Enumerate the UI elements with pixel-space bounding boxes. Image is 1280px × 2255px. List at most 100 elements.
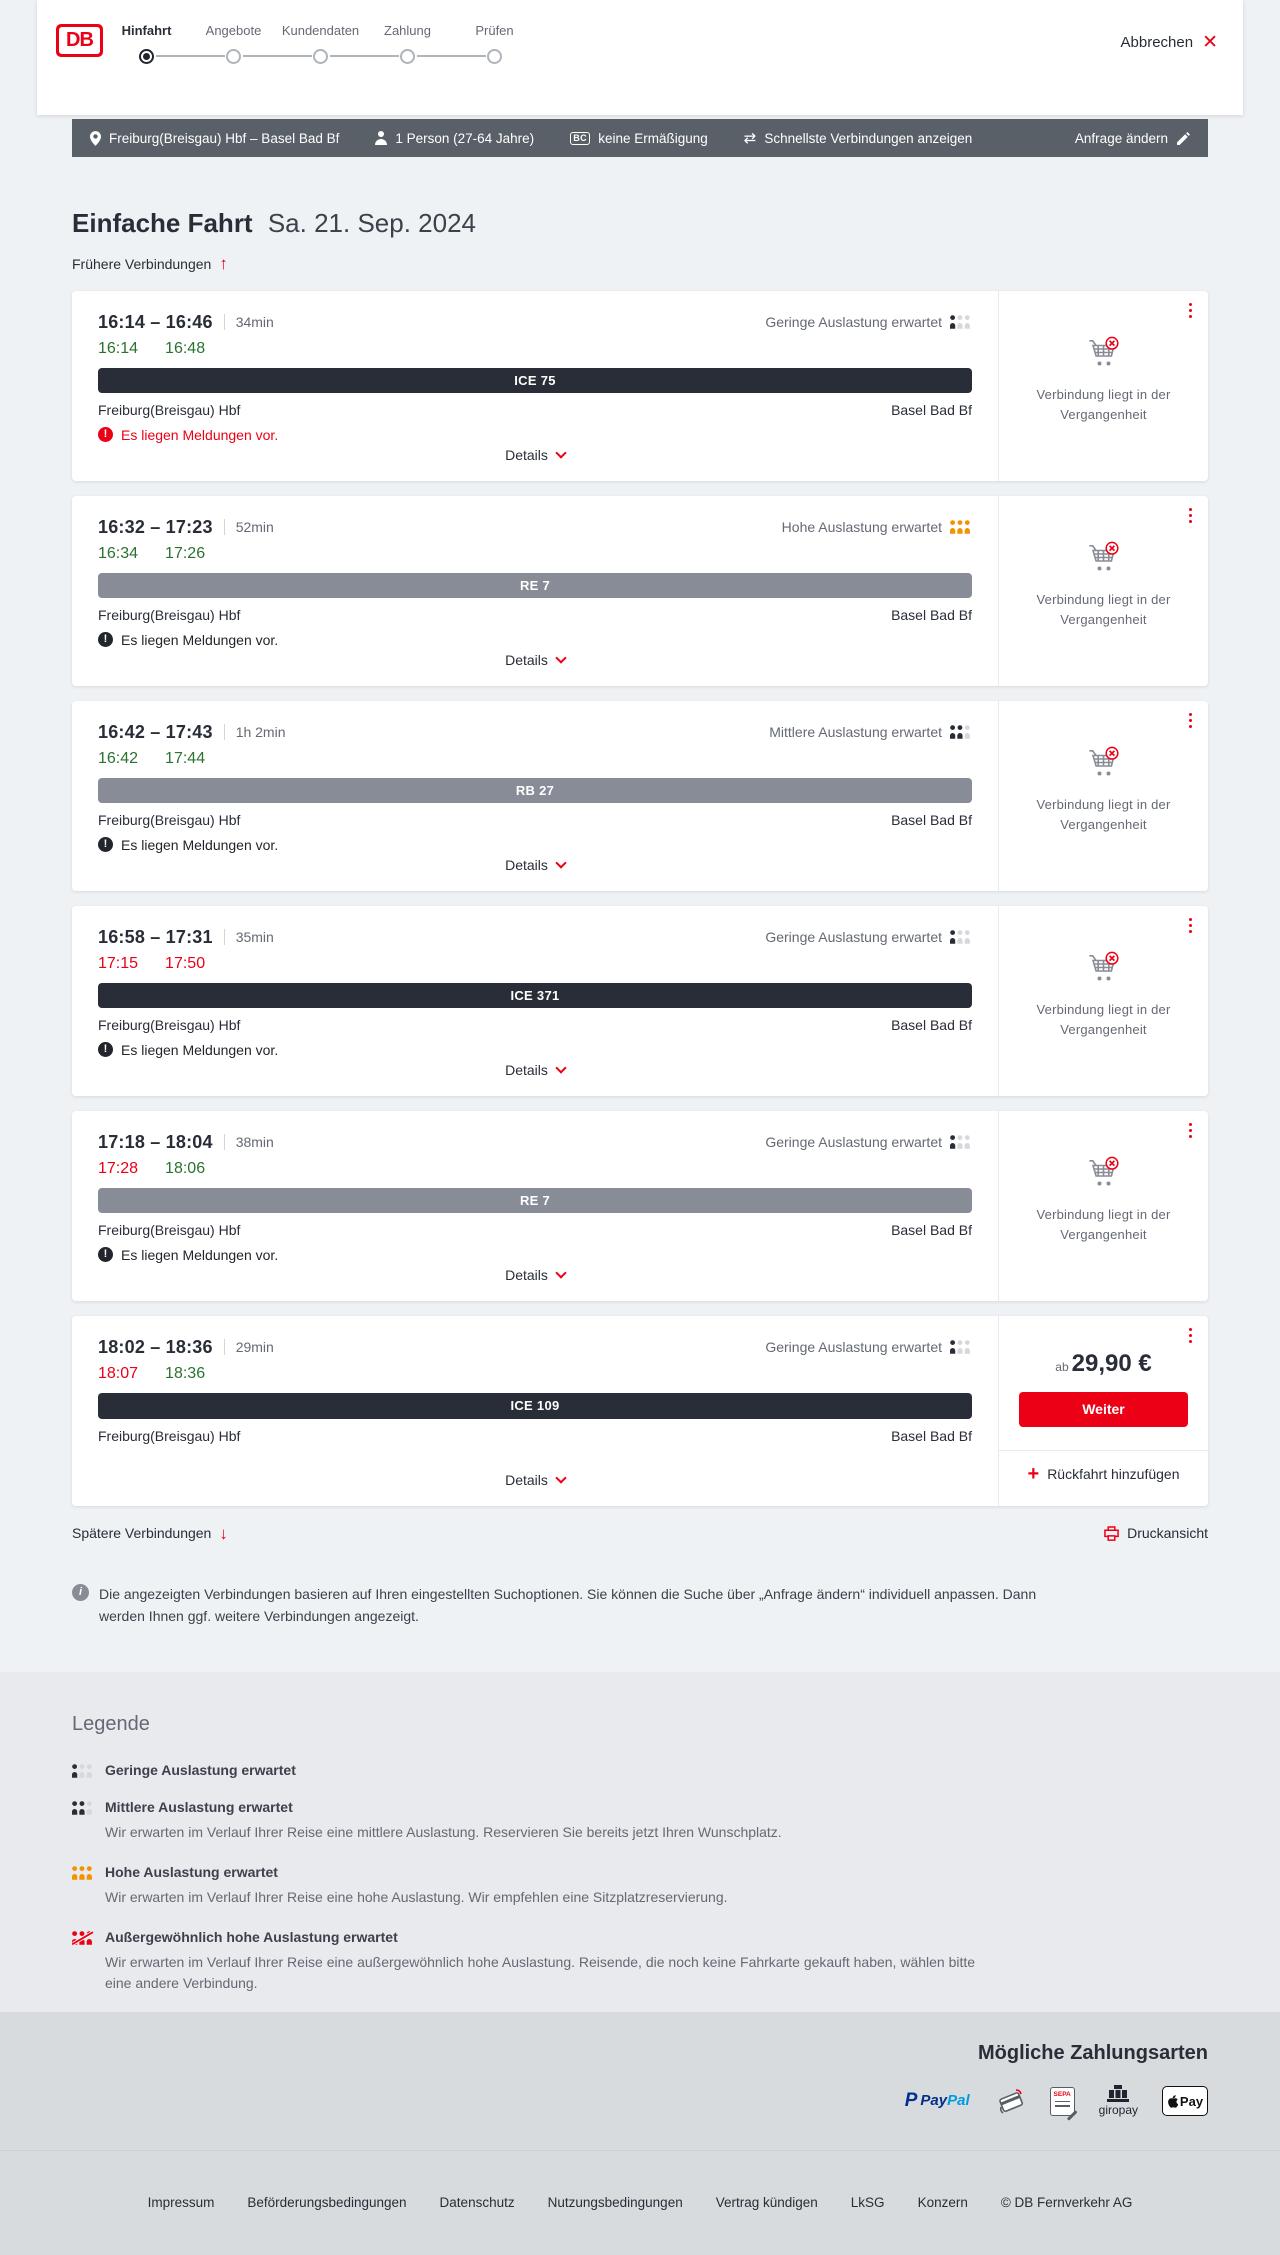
alert-message: Es liegen Meldungen vor.: [98, 1247, 972, 1263]
realtime-departure: 17:15: [98, 954, 139, 972]
origin-station: Freiburg(Breisgau) Hbf: [98, 811, 241, 828]
realtime-arrival: 17:44: [165, 749, 206, 767]
connection-card: 16:32 – 17:23 52min Hohe Auslastung erwa…: [72, 495, 1208, 686]
legend-title: Legende: [72, 1713, 150, 1735]
details-toggle[interactable]: Details: [505, 648, 567, 672]
kebab-menu-button[interactable]: [1186, 1325, 1196, 1347]
legend-label: Mittlere Auslastung erwartet: [105, 1799, 293, 1815]
print-view-button[interactable]: Druckansicht: [1104, 1525, 1208, 1541]
details-toggle[interactable]: Details: [505, 1263, 567, 1287]
copyright: © DB Fernverkehr AG: [1000, 2195, 1133, 2210]
origin-station: Freiburg(Breisgau) Hbf: [98, 401, 241, 418]
occupancy-icon: [72, 1931, 94, 1945]
price: ab 29,90 €: [1019, 1350, 1188, 1378]
legend-item: Geringe Auslastung erwartet: [72, 1762, 1208, 1778]
connection-card: 18:02 – 18:36 29min Geringe Auslastung e…: [72, 1315, 1208, 1506]
step-kundendaten: Kundendaten: [277, 22, 399, 64]
cancel-button[interactable]: Abbrechen ✕: [1120, 32, 1218, 53]
query-summary-bar: Freiburg(Breisgau) Hbf – Basel Bad Bf 1 …: [72, 119, 1208, 157]
payment-methods: P PayPal SEPA: [72, 2085, 1208, 2117]
travel-date: Sa. 21. Sep. 2024: [267, 208, 476, 238]
alert-message: Es liegen Meldungen vor.: [98, 632, 972, 648]
legend-description: Wir erwarten im Verlauf Ihrer Reise eine…: [105, 1954, 976, 1991]
footer-link-lksg[interactable]: LkSG: [850, 2195, 885, 2210]
later-connections-link[interactable]: Spätere Verbindungen ↓: [72, 1523, 228, 1543]
connection-summary: 18:02 – 18:36 29min Geringe Auslastung e…: [72, 1316, 998, 1506]
duration: 34min: [235, 314, 274, 330]
legend-label: Geringe Auslastung erwartet: [105, 1762, 296, 1778]
kebab-menu-button[interactable]: [1186, 915, 1196, 937]
realtime-departure: 17:28: [98, 1159, 139, 1177]
kebab-menu-button[interactable]: [1186, 505, 1196, 527]
continue-button[interactable]: Weiter: [1019, 1391, 1188, 1427]
train-label: RE 7: [519, 577, 551, 593]
occupancy-indicator: Mittlere Auslastung erwartet: [769, 724, 972, 740]
details-toggle[interactable]: Details: [505, 443, 567, 467]
past-connection-panel: Verbindung liegt in der Vergangenheit: [999, 496, 1208, 630]
divider: [223, 1339, 225, 1355]
train-line-bar: RE 7: [98, 572, 972, 598]
footer-link-impressum[interactable]: Impressum: [147, 2195, 215, 2210]
realtime-row: 17:28 18:06: [98, 1160, 972, 1178]
connection-card: 16:14 – 16:46 34min Geringe Auslastung e…: [72, 290, 1208, 481]
realtime-row: 16:42 17:44: [98, 750, 972, 768]
duration: 35min: [235, 929, 274, 945]
realtime-departure: 16:42: [98, 749, 139, 767]
connection-summary: 16:32 – 17:23 52min Hohe Auslastung erwa…: [72, 496, 998, 686]
exclamation-icon: [98, 837, 113, 852]
train-line-bar: RB 27: [98, 777, 972, 803]
results-section: DB Hinfahrt Angebote Kundendaten Zahlung: [0, 0, 1280, 1672]
connection-summary: 16:14 – 16:46 34min Geringe Auslastung e…: [72, 291, 998, 481]
details-toggle[interactable]: Details: [505, 853, 567, 877]
footer-link-konzern[interactable]: Konzern: [917, 2195, 968, 2210]
occupancy-indicator: Geringe Auslastung erwartet: [765, 1134, 972, 1150]
details-toggle[interactable]: Details: [505, 1468, 567, 1492]
occupancy-label: Geringe Auslastung erwartet: [765, 1339, 942, 1355]
kebab-menu-button[interactable]: [1186, 710, 1196, 732]
past-connection-text: Verbindung liegt in der Vergangenheit: [1036, 1001, 1171, 1037]
alert-message: Es liegen Meldungen vor.: [98, 427, 972, 443]
realtime-departure: 18:07: [98, 1364, 139, 1382]
alert-text: Es liegen Meldungen vor.: [121, 1246, 279, 1263]
connection-summary: 16:42 – 17:43 1h 2min Mittlere Auslastun…: [72, 701, 998, 891]
duration: 29min: [235, 1339, 274, 1355]
occupancy-icon: [72, 1764, 92, 1778]
footer-link-datenschutz[interactable]: Datenschutz: [439, 2195, 515, 2210]
realtime-arrival: 16:48: [165, 339, 206, 357]
origin-station: Freiburg(Breisgau) Hbf: [98, 1016, 241, 1033]
connections-list: 16:14 – 16:46 34min Geringe Auslastung e…: [72, 290, 1208, 1506]
footer-link-vertrag-kuendigen[interactable]: Vertrag kündigen: [715, 2195, 818, 2210]
earlier-connections-link[interactable]: Frühere Verbindungen ↑: [72, 254, 228, 273]
cart-unavailable-icon: [1088, 746, 1119, 775]
printer-icon: [1104, 1525, 1119, 1541]
realtime-row: 16:14 16:48: [98, 340, 972, 358]
details-toggle[interactable]: Details: [505, 1058, 567, 1082]
occupancy-indicator: Geringe Auslastung erwartet: [765, 929, 972, 945]
kebab-menu-button[interactable]: [1186, 1120, 1196, 1142]
legend-item: Hohe Auslastung erwartet Wir erwarten im…: [72, 1864, 1208, 1908]
card-side-panel: Verbindung liegt in der Vergangenheit ab…: [998, 1315, 1208, 1506]
exclamation-icon: [98, 632, 113, 647]
footer-link-befoerderungsbedingungen[interactable]: Beförderungsbedingungen: [247, 2195, 407, 2210]
destination-station: Basel Bad Bf: [891, 401, 972, 418]
close-icon: ✕: [1202, 32, 1218, 53]
alert-text: Es liegen Meldungen vor.: [121, 426, 279, 443]
step-dot: [226, 49, 241, 64]
kebab-menu-button[interactable]: [1186, 300, 1196, 322]
occupancy-icon: [950, 315, 970, 329]
add-return-button[interactable]: + Rückfahrt hinzufügen: [1027, 1462, 1180, 1485]
occupancy-label: Geringe Auslastung erwartet: [765, 314, 942, 330]
chevron-down-icon: [555, 1471, 567, 1484]
divider: [223, 929, 225, 945]
occupancy-label: Geringe Auslastung erwartet: [765, 929, 942, 945]
train-line-bar: ICE 371: [98, 982, 972, 1008]
step-dot: [313, 49, 328, 64]
origin-station: Freiburg(Breisgau) Hbf: [98, 1221, 241, 1238]
occupancy-icon: [950, 1340, 970, 1354]
passenger-summary: 1 Person (27-64 Jahre): [375, 131, 534, 146]
edit-search-button[interactable]: Anfrage ändern: [1075, 131, 1190, 146]
footer-link-nutzungsbedingungen[interactable]: Nutzungsbedingungen: [547, 2195, 683, 2210]
time-range: 17:18 – 18:04: [98, 1131, 213, 1152]
divider: [223, 314, 225, 330]
